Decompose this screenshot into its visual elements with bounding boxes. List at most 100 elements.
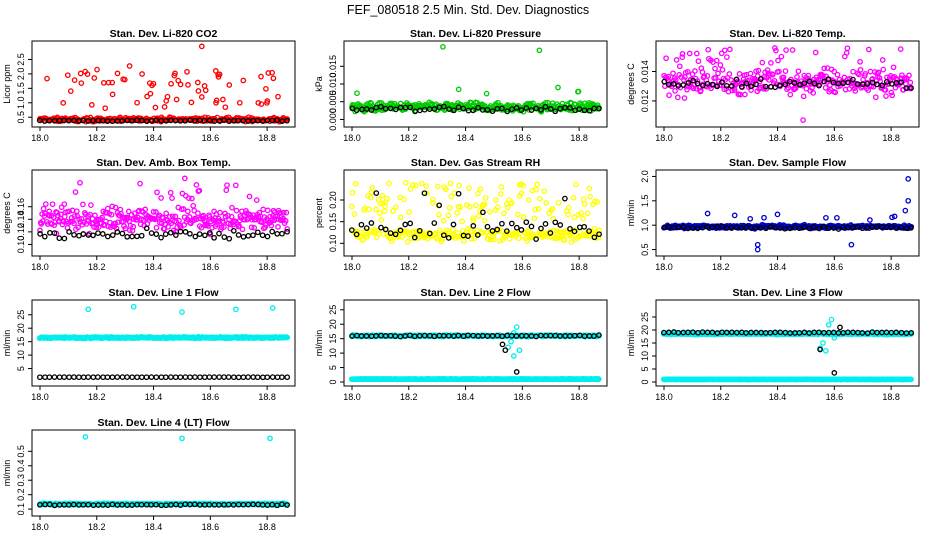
data-point <box>435 183 441 190</box>
data-point <box>182 117 188 124</box>
data-point <box>694 80 701 87</box>
data-point <box>747 215 754 222</box>
data-point <box>40 205 47 212</box>
data-point <box>782 68 789 74</box>
data-point <box>890 64 897 71</box>
data-point <box>173 96 180 103</box>
data-point <box>794 74 800 80</box>
data-point <box>504 108 511 115</box>
data-point <box>225 374 232 380</box>
data-point <box>147 90 154 97</box>
data-point <box>780 74 787 81</box>
data-point <box>475 213 482 219</box>
data-point <box>153 374 160 381</box>
data-point <box>134 99 140 106</box>
data-point <box>897 46 904 52</box>
data-point <box>80 374 87 381</box>
y-tick-label: 25 <box>16 310 26 320</box>
data-point <box>481 217 488 224</box>
y-axis-label: ml/min <box>314 330 324 357</box>
data-point <box>451 107 457 114</box>
data-point <box>392 106 399 113</box>
x-tick-label: 18.2 <box>400 262 418 272</box>
data-point <box>71 77 78 83</box>
data-point <box>832 89 839 96</box>
data-point <box>397 214 404 221</box>
data-point <box>229 204 235 211</box>
data-point <box>666 92 672 99</box>
data-point <box>801 80 808 87</box>
outlier-point <box>513 369 520 375</box>
data-point <box>279 230 285 237</box>
data-point <box>822 84 829 91</box>
outlier-point <box>179 309 185 315</box>
data-point <box>172 374 179 381</box>
outlier-point <box>130 303 137 310</box>
data-point <box>575 88 582 95</box>
data-point <box>573 181 579 188</box>
data-point <box>783 47 789 53</box>
data-point <box>875 69 882 76</box>
data-points <box>660 316 915 383</box>
x-tick-label: 18.0 <box>31 133 49 143</box>
data-point <box>844 45 851 52</box>
data-point <box>864 80 871 87</box>
data-point <box>228 213 235 220</box>
data-point <box>821 78 827 85</box>
data-point <box>167 189 174 196</box>
data-point <box>674 94 681 101</box>
data-point <box>119 118 126 124</box>
data-point <box>222 104 229 111</box>
y-tick-label: 20 <box>328 319 338 329</box>
y-tick-label: 0.5 <box>640 243 650 256</box>
data-point <box>407 220 414 227</box>
data-point <box>727 46 733 53</box>
x-tick-label: 18.0 <box>655 392 673 402</box>
data-point <box>728 83 735 89</box>
data-point <box>129 117 135 124</box>
data-point <box>220 96 226 103</box>
data-point <box>60 218 67 225</box>
data-point <box>490 236 497 243</box>
data-point <box>719 66 726 73</box>
data-point <box>570 194 577 201</box>
data-point <box>508 220 515 227</box>
data-point <box>865 46 872 53</box>
data-point <box>275 224 281 230</box>
data-point <box>579 107 586 114</box>
data-point <box>65 117 72 124</box>
data-point <box>681 95 688 101</box>
data-point <box>47 229 53 236</box>
data-point <box>534 181 541 188</box>
data-point <box>90 117 96 124</box>
data-point <box>862 71 869 77</box>
y-tick-label: 25 <box>328 305 338 315</box>
data-point <box>113 225 120 232</box>
x-tick-label: 18.8 <box>258 522 276 532</box>
data-point <box>218 224 225 231</box>
data-point <box>353 107 360 114</box>
outlier-point <box>82 434 89 440</box>
data-point <box>71 220 77 227</box>
x-tick-label: 18.2 <box>88 133 106 143</box>
data-point <box>185 82 191 88</box>
data-point <box>109 374 116 381</box>
data-point <box>223 187 230 194</box>
data-point <box>724 54 730 60</box>
data-point <box>874 81 880 88</box>
x-tick-label: 18.4 <box>457 392 475 402</box>
y-tick-label: 2.0 <box>16 68 26 81</box>
data-point <box>543 199 550 206</box>
data-point <box>102 105 109 112</box>
data-point <box>180 206 187 212</box>
data-point <box>436 211 442 218</box>
data-point <box>94 66 100 73</box>
y-tick-label: 1.0 <box>16 97 26 110</box>
data-point <box>831 68 838 75</box>
x-tick-label: 18.8 <box>258 392 276 402</box>
x-tick-label: 18.6 <box>202 133 220 143</box>
data-point <box>37 227 43 234</box>
data-point <box>789 47 796 53</box>
data-point <box>41 233 48 240</box>
